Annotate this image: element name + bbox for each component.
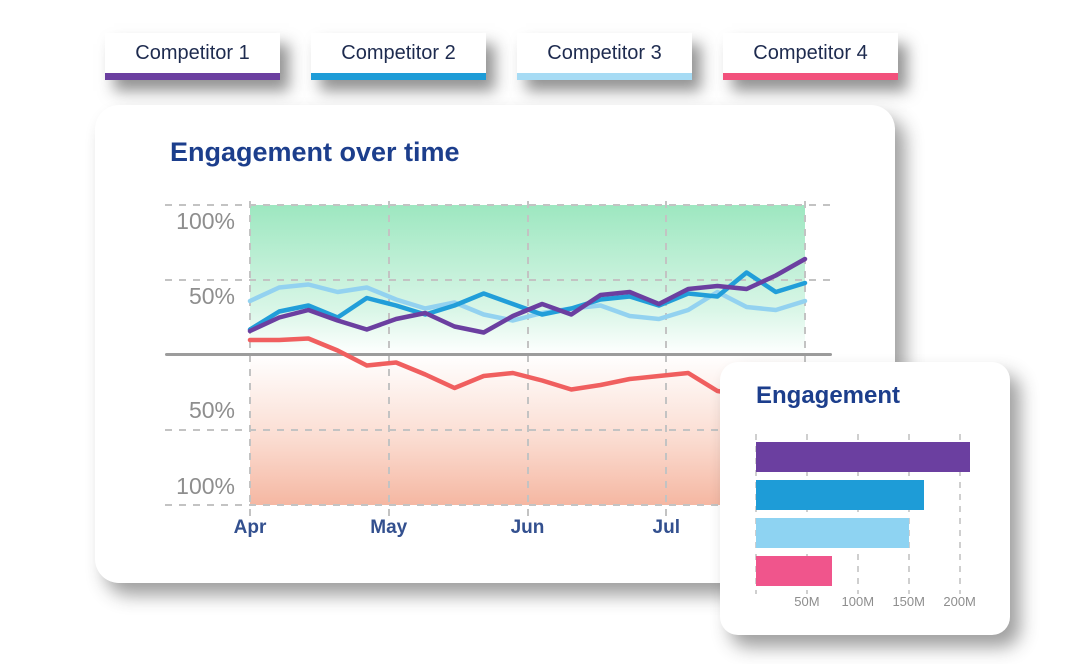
bar-gridline-200M — [958, 434, 961, 594]
tab-competitor-2-color-indicator — [311, 73, 486, 80]
tab-competitor-3-color-indicator — [517, 73, 692, 80]
tab-competitor-4-color-indicator — [723, 73, 898, 80]
v-gridline-jul — [665, 201, 668, 519]
y-axis-label-neg-50: 50% — [188, 397, 235, 423]
tab-competitor-2[interactable]: Competitor 2 — [311, 33, 486, 80]
line-chart: 100% 50% 50% 100% Apr May Jun Jul — [165, 201, 832, 538]
x-axis-label-jul: Jul — [652, 517, 680, 538]
v-gridline-apr — [249, 201, 251, 519]
bar-chart: 50M 100M 150M 200M — [755, 434, 980, 609]
bar-tick-label-100M: 100M — [841, 594, 875, 609]
h-gridline-50 — [165, 279, 832, 281]
bar-tick-label-50M: 50M — [794, 594, 820, 609]
line-chart-title: Engagement over time — [170, 137, 460, 167]
bar-gridline-0M — [755, 434, 757, 594]
bar-gridline-50M — [805, 434, 808, 594]
tab-competitor-1-label: Competitor 1 — [135, 41, 250, 64]
h-gridline-neg-100 — [165, 504, 832, 506]
bar-tick-label-200M: 200M — [943, 594, 976, 609]
engagement-over-time-card: Engagement over time 100% 50% 50% 100% A… — [95, 105, 895, 583]
competitor-tabs: Competitor 1 Competitor 2 Competitor 3 C… — [105, 33, 898, 80]
bar-gridline-150M — [907, 434, 910, 594]
x-axis-label-apr: Apr — [233, 517, 267, 538]
engagement-card: Engagement 50M 100M 150M 200M — [720, 362, 1010, 635]
tab-competitor-3[interactable]: Competitor 3 — [517, 33, 692, 80]
bar-tick-label-150M: 150M — [892, 594, 925, 609]
h-gridline-neg-50 — [165, 429, 832, 431]
v-gridline-jun — [526, 201, 529, 519]
tab-competitor-4-label: Competitor 4 — [753, 41, 868, 64]
bar-competitor-4 — [756, 556, 833, 586]
bar-gridline-100M — [856, 434, 859, 594]
h-gridline-100 — [165, 204, 832, 206]
line-chart-svg — [247, 256, 808, 398]
tab-competitor-2-label: Competitor 2 — [341, 41, 456, 64]
y-axis-label-50: 50% — [188, 283, 235, 309]
bar-chart-title: Engagement — [756, 382, 901, 409]
bar-competitor-1 — [756, 442, 970, 472]
y-axis-label-100: 100% — [176, 208, 235, 234]
v-gridline-may — [387, 201, 390, 519]
v-gridline-end — [804, 201, 806, 519]
tab-competitor-1[interactable]: Competitor 1 — [105, 33, 280, 80]
tab-competitor-3-label: Competitor 3 — [547, 41, 662, 64]
x-axis-label-jun: Jun — [510, 517, 545, 538]
y-axis-label-neg-100: 100% — [176, 473, 235, 499]
zero-axis-line — [165, 353, 832, 356]
bar-competitor-2 — [756, 480, 924, 510]
line-series-competitor-4 — [247, 336, 808, 398]
tab-competitor-4[interactable]: Competitor 4 — [723, 33, 898, 80]
bar-competitor-3 — [756, 518, 909, 548]
line-series-competitor-1 — [247, 256, 808, 335]
x-axis-label-may: May — [370, 517, 408, 538]
tab-competitor-1-color-indicator — [105, 73, 280, 80]
